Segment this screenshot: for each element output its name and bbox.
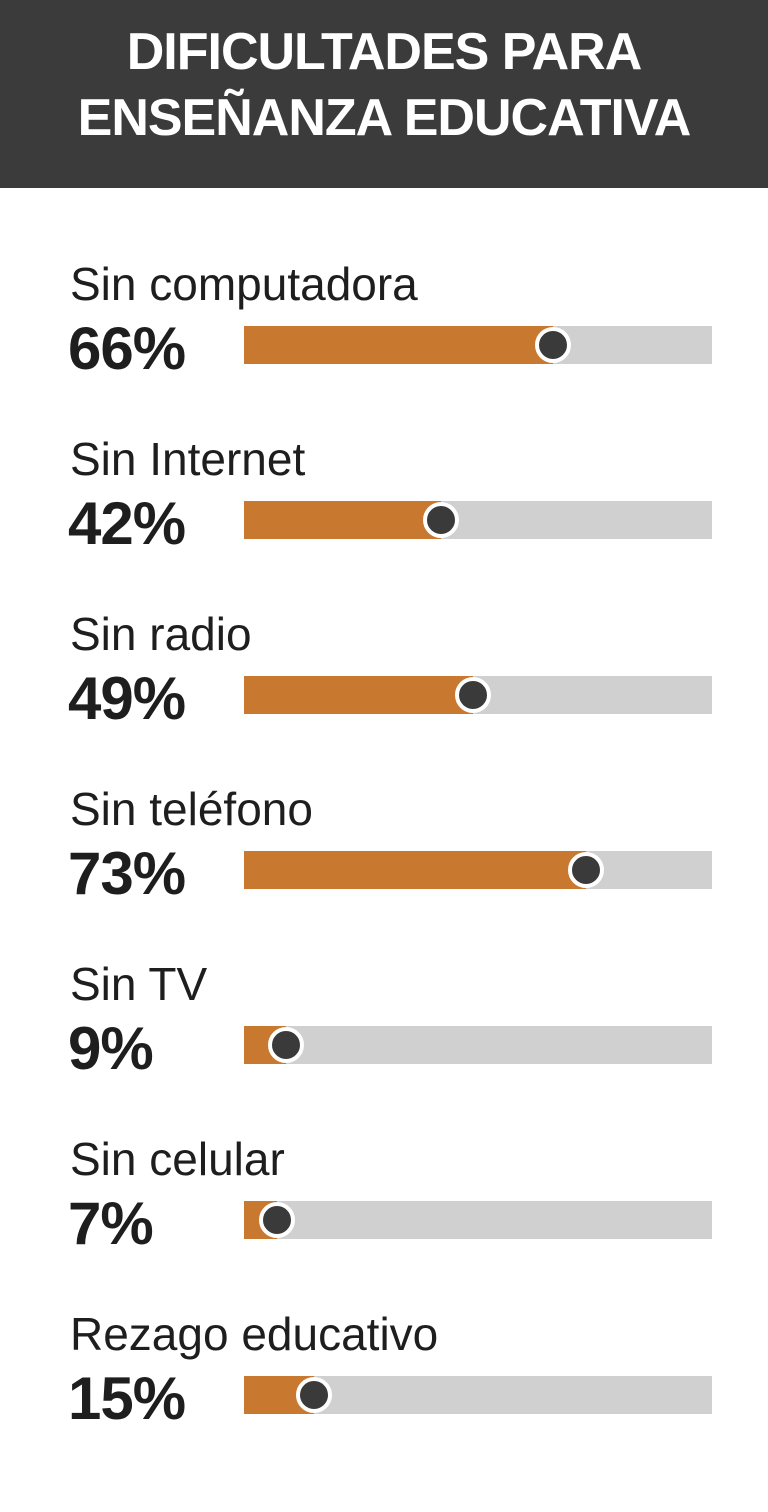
- bar-row: Sin teléfono 73%: [0, 781, 768, 911]
- bar-end-marker: [422, 502, 459, 538]
- category-label: Sin computadora: [70, 258, 418, 310]
- value-label: 9%: [68, 1015, 154, 1082]
- bar-end-marker: [296, 1377, 333, 1413]
- bar-end-marker: [268, 1027, 305, 1063]
- value-label: 15%: [68, 1365, 186, 1432]
- value-label: 73%: [68, 840, 186, 907]
- bar-track: [244, 676, 712, 714]
- chart-title-line-2: ENSEÑANZA EDUCATIVA: [77, 89, 692, 147]
- bar: [244, 501, 441, 539]
- bar-end-marker: [258, 1202, 295, 1238]
- bar-row: Sin celular 7%: [0, 1131, 768, 1261]
- bar-track: [244, 1201, 712, 1239]
- category-label: Sin TV: [70, 958, 208, 1010]
- bar-row: Sin Internet 42%: [0, 431, 768, 561]
- value-label: 66%: [68, 315, 186, 382]
- bar-track: [244, 326, 712, 364]
- category-label: Sin Internet: [70, 433, 306, 485]
- category-label: Sin celular: [70, 1133, 285, 1185]
- category-label: Sin teléfono: [70, 783, 313, 835]
- value-label: 42%: [68, 490, 186, 557]
- category-label: Rezago educativo: [70, 1308, 439, 1360]
- value-label: 49%: [68, 665, 186, 732]
- bar-track: [244, 1026, 712, 1064]
- bar: [244, 851, 586, 889]
- bar-end-marker: [455, 677, 492, 713]
- bar-track: [244, 1376, 712, 1414]
- bar-end-marker: [567, 852, 604, 888]
- bar: [244, 676, 474, 714]
- bar-row: Sin computadora 66%: [0, 256, 768, 386]
- bar-row: Rezago educativo 15%: [0, 1306, 768, 1436]
- bar-track: [244, 501, 712, 539]
- bar-row: Sin TV 9%: [0, 956, 768, 1086]
- chart-title-line-1: DIFICULTADES PARA: [126, 23, 643, 81]
- bar-track: [244, 851, 712, 889]
- bar: [244, 326, 553, 364]
- chart-header: DIFICULTADES PARA ENSEÑANZA EDUCATIVA: [0, 0, 768, 188]
- bar-end-marker: [534, 327, 571, 363]
- category-label: Sin radio: [70, 608, 252, 660]
- value-label: 7%: [68, 1190, 154, 1257]
- bar-row: Sin radio 49%: [0, 606, 768, 736]
